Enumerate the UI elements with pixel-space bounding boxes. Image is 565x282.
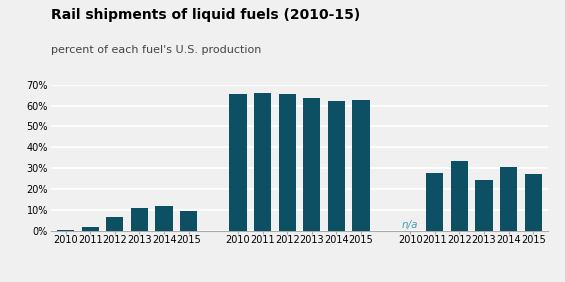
Bar — [279, 94, 295, 231]
Bar — [57, 230, 74, 231]
Bar — [155, 206, 173, 231]
Bar — [229, 94, 246, 231]
Bar — [353, 100, 370, 231]
Bar — [254, 93, 271, 231]
Bar — [131, 208, 148, 231]
Bar — [180, 211, 197, 231]
Bar — [500, 167, 518, 231]
Text: percent of each fuel's U.S. production: percent of each fuel's U.S. production — [51, 45, 261, 55]
Bar — [303, 98, 320, 231]
Bar — [525, 174, 542, 231]
Bar — [426, 173, 444, 231]
Text: n/a: n/a — [402, 220, 419, 230]
Bar — [81, 227, 99, 231]
Bar — [475, 180, 493, 231]
Bar — [451, 161, 468, 231]
Bar — [106, 217, 124, 231]
Bar — [328, 101, 345, 231]
Text: Rail shipments of liquid fuels (2010-15): Rail shipments of liquid fuels (2010-15) — [51, 8, 360, 23]
